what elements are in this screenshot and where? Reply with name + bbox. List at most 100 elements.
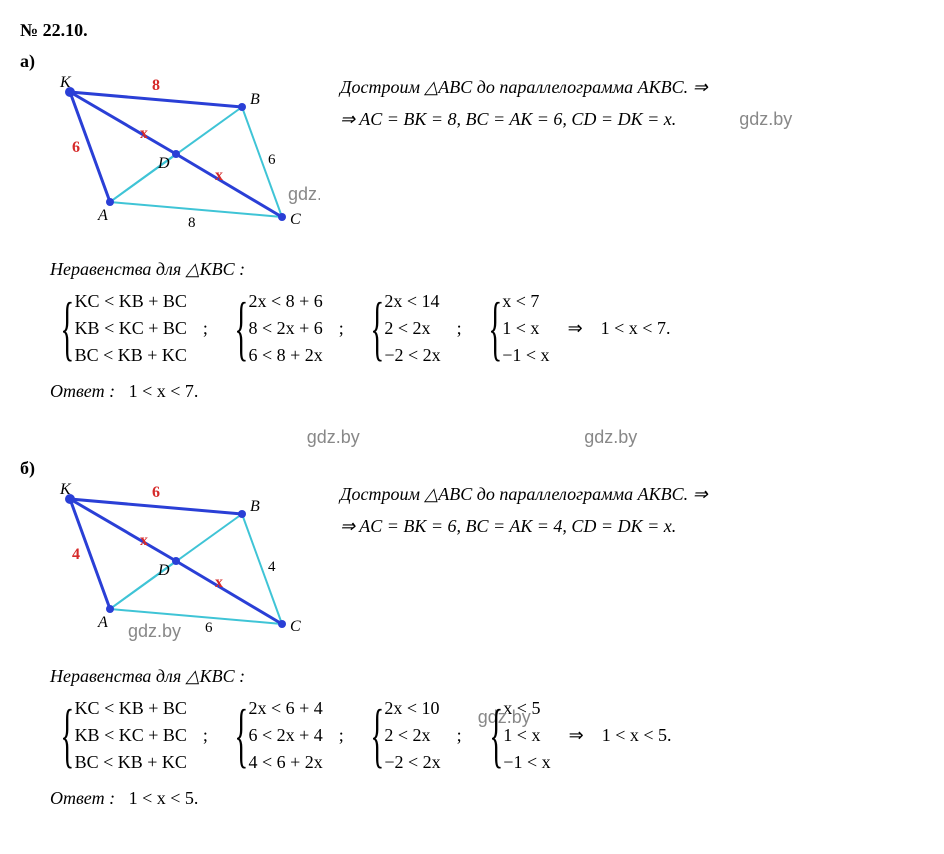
ineq-line: 2x < 10: [384, 695, 440, 722]
system: { 2x < 10 2 < 2x −2 < 2x: [360, 695, 441, 776]
ineq-line: 2 < 2x: [384, 315, 440, 342]
ineq-line: 6 < 2x + 4: [248, 722, 322, 749]
label-a: A: [97, 614, 108, 631]
ineq-line: −1 < x: [503, 749, 550, 776]
len-kb: 6: [152, 484, 160, 501]
ineq-line: 1 < x: [502, 315, 549, 342]
brace-icon: {: [60, 701, 74, 769]
brace-icon: {: [234, 701, 248, 769]
part-b: б) К B A: [20, 458, 924, 809]
ineq-line: 2x < 8 + 6: [248, 288, 322, 315]
ineq-line: −2 < 2x: [384, 342, 440, 369]
len-ka: 4: [72, 546, 80, 563]
label-c: C: [290, 618, 301, 635]
ineq-line: 4 < 6 + 2x: [248, 749, 322, 776]
brace-icon: {: [489, 701, 503, 769]
len-dc: x: [215, 574, 223, 591]
diagram-a: К B A C D 8 6 x x 6 8 gdz.by: [20, 72, 320, 247]
watermark-icon: gdz.by: [288, 184, 320, 204]
point-b: [238, 510, 246, 518]
answer-label: Ответ :: [50, 381, 115, 401]
label-a: A: [97, 207, 108, 224]
point-c: [278, 213, 286, 221]
construction-text-line: ⇒ AC = BК = 8, BC = AК = 6, CD = DK = x.: [340, 109, 676, 129]
watermark-icon: gdz.by: [128, 621, 181, 641]
systems-row-a: { KC < KB + BC KB < KC + BC BC < KB + KC…: [50, 288, 924, 369]
edge-dc: [176, 561, 282, 624]
len-ac: 6: [205, 620, 213, 636]
point-c: [278, 620, 286, 628]
edge-bc: [242, 514, 282, 624]
system: { x < 7 1 < x −1 < x: [478, 288, 550, 369]
separator: ;: [457, 725, 462, 746]
ineq-line: −2 < 2x: [384, 749, 440, 776]
brace-icon: {: [370, 294, 384, 362]
separator: ;: [457, 318, 462, 339]
ineq-title-a: Неравенства для △KBC :: [50, 259, 924, 280]
arrow-icon: ⇒: [568, 318, 583, 339]
construction-line: Достроим △ABC до параллелограмма AКBC. ⇒: [340, 478, 708, 510]
point-b: [238, 103, 246, 111]
part-b-label: б): [20, 458, 35, 479]
ineq-line: KB < KC + BC: [75, 315, 187, 342]
ineq-line: KC < KB + BC: [75, 288, 187, 315]
point-d: [172, 557, 180, 565]
ineq-line: 8 < 2x + 6: [248, 315, 322, 342]
diagram-b: К B A C D 6 4 x x 4 6 gdz.by: [20, 479, 320, 654]
system: { KC < KB + BC KB < KC + BC BC < KB + KC: [50, 288, 187, 369]
len-kb: 8: [152, 77, 160, 94]
part-a-label: а): [20, 51, 35, 72]
answer-value: 1 < x < 5.: [129, 788, 199, 808]
edge-dc: [176, 154, 282, 217]
construction-line: ⇒ AC = BК = 6, BC = AК = 4, CD = DK = x.: [340, 510, 708, 542]
label-k: К: [59, 74, 72, 91]
final-result: 1 < x < 5.: [602, 725, 672, 746]
construction-line: ⇒ AC = BК = 8, BC = AК = 6, CD = DK = x.…: [340, 103, 792, 135]
system: { 2x < 6 + 4 6 < 2x + 4 4 < 6 + 2x: [224, 695, 323, 776]
len-dc: x: [215, 167, 223, 184]
edge-kb: [70, 499, 242, 514]
edge-ac: [110, 202, 282, 217]
point-a: [106, 605, 114, 613]
answer-b: Ответ : 1 < x < 5.: [50, 788, 924, 809]
len-kd: x: [140, 532, 148, 549]
label-b: B: [250, 498, 260, 515]
label-k: К: [59, 481, 72, 498]
ineq-line: KC < KB + BC: [75, 695, 187, 722]
brace-icon: {: [60, 294, 74, 362]
len-ac: 8: [188, 215, 196, 231]
ineq-title-b: Неравенства для △KBC :: [50, 666, 924, 687]
construction-a: Достроим △ABC до параллелограмма AКBC. ⇒…: [340, 51, 792, 136]
watermark-icon: gdz.by: [584, 427, 637, 448]
point-a: [106, 198, 114, 206]
separator: ;: [203, 725, 208, 746]
answer-label: Ответ :: [50, 788, 115, 808]
arrow-icon: ⇒: [569, 725, 584, 746]
brace-icon: {: [488, 294, 502, 362]
watermark-icon: gdz.by: [739, 103, 792, 135]
ineq-line: BC < KB + KC: [75, 749, 187, 776]
separator: ;: [339, 318, 344, 339]
part-a: а): [20, 51, 924, 402]
ineq-line: 2x < 14: [384, 288, 440, 315]
label-b: B: [250, 91, 260, 108]
system: { 2x < 14 2 < 2x −2 < 2x: [360, 288, 441, 369]
label-c: C: [290, 211, 301, 228]
label-d: D: [157, 562, 170, 579]
ineq-line: 6 < 8 + 2x: [248, 342, 322, 369]
answer-a: Ответ : 1 < x < 7.: [50, 381, 924, 402]
len-bc: 6: [268, 152, 276, 168]
ineq-line: x < 7: [502, 288, 549, 315]
brace-icon: {: [370, 701, 384, 769]
system: { 2x < 8 + 6 8 < 2x + 6 6 < 8 + 2x: [224, 288, 323, 369]
ineq-line: 2 < 2x: [384, 722, 440, 749]
systems-row-b: { KC < KB + BC KB < KC + BC BC < KB + KC…: [50, 695, 924, 776]
construction-line: Достроим △ABC до параллелограмма AКBC. ⇒: [340, 71, 792, 103]
ineq-line: 2x < 6 + 4: [248, 695, 322, 722]
answer-value: 1 < x < 7.: [129, 381, 199, 401]
separator: ;: [203, 318, 208, 339]
construction-b: Достроим △ABC до параллелограмма AКBC. ⇒…: [340, 458, 708, 543]
watermark-row: gdz.by gdz.by: [20, 427, 924, 448]
point-d: [172, 150, 180, 158]
system: { KC < KB + BC KB < KC + BC BC < KB + KC: [50, 695, 187, 776]
